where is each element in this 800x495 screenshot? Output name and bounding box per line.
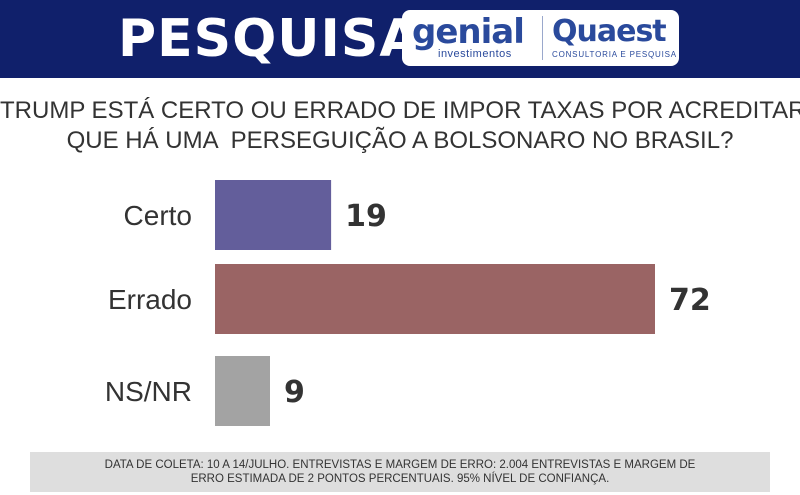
- genial-logo-subtitle: investimentos: [438, 48, 512, 60]
- survey-question-line-2: QUE HÁ UMA PERSEGUIÇÃO A BOLSONARO NO BR…: [66, 127, 734, 154]
- methodology-line-1: DATA DE COLETA: 10 A 14/JULHO. ENTREVIST…: [104, 459, 696, 471]
- header-banner: PESQUISA genial investimentos Quaest CON…: [0, 0, 800, 78]
- sponsor-logos: genial investimentos Quaest CONSULTORIA …: [402, 10, 679, 66]
- survey-question: TRUMP ESTÁ CERTO OU ERRADO DE IMPOR TAXA…: [0, 96, 800, 156]
- category-label-certo: Certo: [124, 200, 192, 231]
- category-label-errado: Errado: [108, 284, 192, 315]
- value-label-errado: 72: [669, 283, 711, 318]
- quaest-logo: Quaest: [552, 14, 667, 49]
- survey-question-line-1: TRUMP ESTÁ CERTO OU ERRADO DE IMPOR TAXA…: [0, 97, 800, 124]
- methodology-line-2: ERRO ESTIMADA DE 2 PONTOS PERCENTUAIS. 9…: [190, 473, 610, 485]
- bar-certo: [215, 180, 332, 250]
- value-label-certo: 19: [345, 199, 387, 234]
- logo-divider: [542, 16, 543, 60]
- methodology-footer: DATA DE COLETA: 10 A 14/JULHO. ENTREVIST…: [30, 452, 770, 492]
- value-label-ns-nr: 9: [284, 375, 305, 410]
- bar-errado: [215, 264, 655, 334]
- quaest-logo-subtitle: CONSULTORIA E PESQUISA: [552, 50, 677, 59]
- header-title: PESQUISA: [118, 9, 421, 69]
- category-label-ns-nr: NS/NR: [105, 376, 192, 407]
- bar-ns-nr: [215, 356, 270, 426]
- genial-logo: genial: [412, 12, 525, 52]
